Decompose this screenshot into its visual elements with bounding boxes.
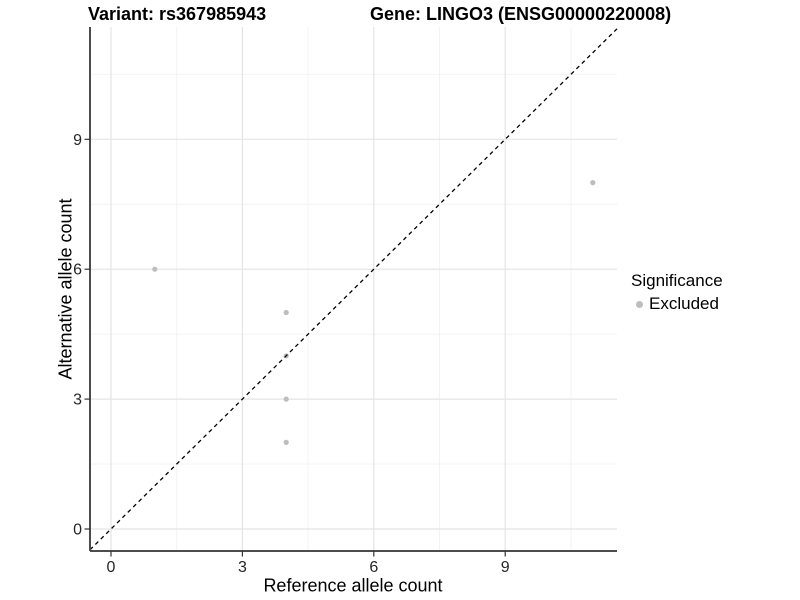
x-axis-title: Reference allele count <box>263 575 443 596</box>
data-point <box>283 309 289 316</box>
identity-line <box>89 28 618 551</box>
y-axis-title: Alternative allele count <box>55 198 76 380</box>
data-point <box>152 266 158 272</box>
legend-items: Excluded <box>631 294 723 314</box>
legend: Significance Excluded <box>631 271 723 314</box>
y-tick-label: 3 <box>73 392 82 409</box>
plot-title-gene: Gene: LINGO3 (ENSG00000220008) <box>370 4 672 24</box>
data-point <box>283 396 289 402</box>
data-point <box>590 180 596 186</box>
data-point <box>283 439 289 445</box>
plot-title-variant: Variant: rs367985943 <box>88 4 267 24</box>
x-tick-label: 3 <box>238 559 247 576</box>
panel-background <box>90 27 617 551</box>
x-tick-label: 0 <box>107 559 116 576</box>
legend-title: Significance <box>631 271 723 290</box>
legend-point-icon <box>636 300 643 308</box>
legend-item-label: Excluded <box>649 294 719 313</box>
y-tick-label: 9 <box>73 132 82 149</box>
x-tick-label: 9 <box>501 559 510 576</box>
x-tick-label: 6 <box>369 559 378 576</box>
y-tick-label: 0 <box>73 522 82 539</box>
y-tick-label: 6 <box>73 262 82 279</box>
legend-item: Excluded <box>631 294 723 314</box>
